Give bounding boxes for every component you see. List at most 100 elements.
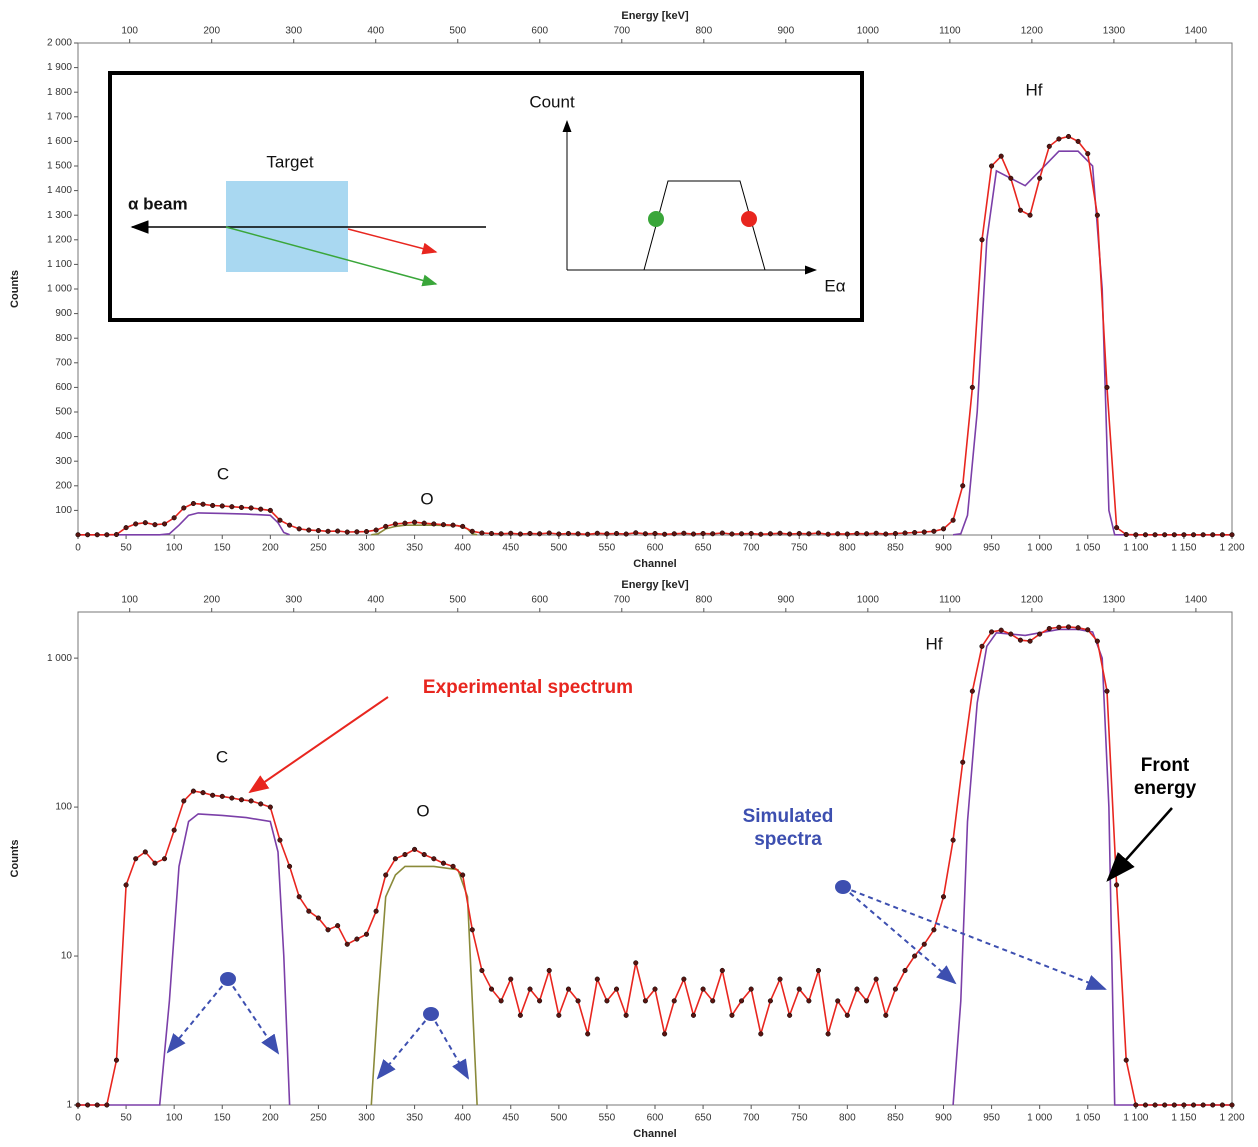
data-point xyxy=(412,519,418,525)
x2-tick-label: 500 xyxy=(449,595,466,606)
data-point xyxy=(767,531,773,537)
data-point xyxy=(690,1012,697,1018)
x-tick-label: 1 000 xyxy=(1027,543,1052,554)
data-point xyxy=(931,927,937,933)
data-point xyxy=(806,998,812,1004)
data-point xyxy=(1104,688,1110,694)
data-point xyxy=(258,801,264,807)
series-line xyxy=(952,628,1232,1106)
y-tick-label: 1 200 xyxy=(47,234,72,245)
y-tick-label: 1 400 xyxy=(47,185,72,196)
y-tick-label: 100 xyxy=(55,802,72,813)
x-tick-label: 1 150 xyxy=(1171,1113,1196,1124)
data-point xyxy=(748,530,754,537)
data-point xyxy=(873,530,879,536)
x2-tick-label: 1300 xyxy=(1103,595,1126,606)
data-point xyxy=(710,531,716,537)
data-point xyxy=(325,927,331,933)
inset-label: Count xyxy=(529,92,575,111)
dot xyxy=(220,972,236,986)
data-point xyxy=(1017,637,1023,643)
data-point xyxy=(258,506,264,512)
data-point xyxy=(777,976,783,982)
data-point xyxy=(181,505,187,511)
x-tick-label: 950 xyxy=(983,543,1000,554)
data-point xyxy=(1181,532,1187,538)
data-point xyxy=(1162,532,1168,538)
x-tick-label: 550 xyxy=(599,1113,616,1124)
x2-tick-label: 700 xyxy=(613,26,630,37)
data-point xyxy=(565,986,572,992)
x2-tick-label: 1000 xyxy=(857,26,880,37)
y-tick-label: 1 500 xyxy=(47,161,72,172)
x-tick-label: 400 xyxy=(454,1113,471,1124)
data-point xyxy=(633,530,639,536)
data-point xyxy=(181,798,187,804)
data-point xyxy=(344,529,350,535)
x-tick-label: 850 xyxy=(887,1113,904,1124)
x-tick-label: 800 xyxy=(839,543,856,554)
data-point xyxy=(912,953,918,959)
data-point xyxy=(806,531,812,537)
data-point xyxy=(267,804,273,810)
data-point xyxy=(921,529,927,535)
data-point xyxy=(363,931,370,937)
data-point xyxy=(1181,1102,1187,1108)
series-line xyxy=(370,865,478,1106)
x2-axis-label: Energy [keV] xyxy=(621,579,689,591)
data-point xyxy=(585,531,591,537)
data-point xyxy=(373,527,379,533)
data-point xyxy=(1056,624,1062,630)
data-point xyxy=(748,986,754,992)
data-point xyxy=(85,1102,91,1108)
y-tick-label: 1 000 xyxy=(47,653,72,664)
x-tick-label: 1 050 xyxy=(1075,1113,1100,1124)
data-point xyxy=(835,531,841,537)
data-point xyxy=(335,923,341,929)
data-point xyxy=(1200,1102,1206,1108)
x-tick-label: 1 200 xyxy=(1219,1113,1244,1124)
data-point xyxy=(883,1012,889,1018)
peak-label: Hf xyxy=(926,634,943,653)
data-point xyxy=(681,530,687,536)
data-point xyxy=(75,1102,81,1108)
x-tick-label: 500 xyxy=(550,543,567,554)
data-point xyxy=(921,941,927,947)
data-point xyxy=(498,998,504,1004)
data-point xyxy=(152,860,158,866)
data-point xyxy=(575,531,581,537)
data-point xyxy=(527,530,533,537)
inset: Target α beam Count Eα xyxy=(108,71,864,322)
x2-tick-label: 800 xyxy=(695,26,712,37)
data-point xyxy=(248,798,254,804)
y-tick-label: 100 xyxy=(55,505,72,516)
dot xyxy=(835,880,851,894)
data-point xyxy=(1027,212,1033,218)
data-point xyxy=(1152,1102,1158,1108)
data-point xyxy=(94,532,100,538)
data-point xyxy=(969,688,975,694)
data-point xyxy=(85,532,91,538)
data-point xyxy=(998,153,1004,159)
y-tick-label: 900 xyxy=(55,308,72,319)
data-point xyxy=(508,530,514,536)
x-tick-label: 1 000 xyxy=(1027,1113,1052,1124)
data-point xyxy=(950,517,956,523)
data-point xyxy=(787,1012,793,1018)
data-point xyxy=(113,531,120,538)
y-tick-label: 1 100 xyxy=(47,259,72,270)
arrow xyxy=(1106,807,1173,882)
x-tick-label: 1 100 xyxy=(1123,543,1148,554)
data-point xyxy=(162,856,168,862)
inset-frame xyxy=(108,71,864,322)
x-tick-label: 750 xyxy=(791,1113,808,1124)
data-point xyxy=(729,1012,735,1018)
y-tick-label: 500 xyxy=(55,407,72,418)
data-point xyxy=(373,908,379,914)
x-tick-label: 850 xyxy=(887,543,904,554)
data-point xyxy=(613,986,620,992)
data-point xyxy=(1046,143,1052,149)
x2-tick-label: 600 xyxy=(531,26,548,37)
data-point xyxy=(565,530,572,537)
red-dot xyxy=(741,211,757,227)
